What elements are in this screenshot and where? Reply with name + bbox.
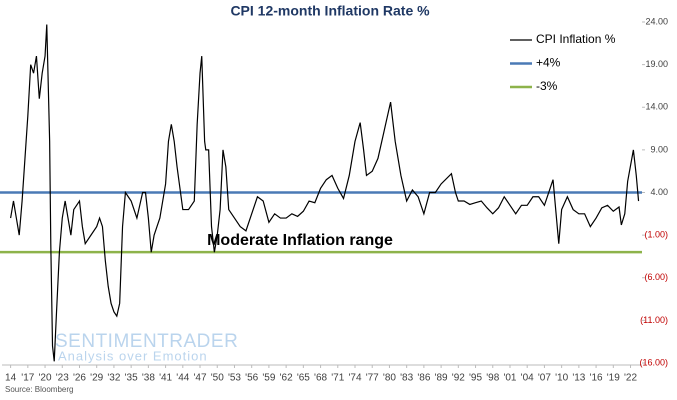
watermark-brand: SENTIMENTRADER xyxy=(55,331,238,352)
x-tick-label: '29 xyxy=(90,373,103,384)
x-tick-label: '98 xyxy=(486,373,499,384)
x-tick-label: '22 xyxy=(624,373,637,384)
x-tick-label: '13 xyxy=(572,373,585,384)
x-tick-label: '44 xyxy=(176,373,189,384)
x-tick-label: 14 xyxy=(5,373,17,384)
y-tick-label: (1.00) xyxy=(644,230,668,240)
legend-label: -3% xyxy=(536,79,558,93)
x-tick-label: '74 xyxy=(348,373,361,384)
legend-label: CPI Inflation % xyxy=(536,32,616,46)
y-tick-label: (11.00) xyxy=(640,315,668,325)
y-tick-label: (6.00) xyxy=(644,272,668,282)
x-tick-label: '07 xyxy=(538,373,551,384)
x-tick-label: '68 xyxy=(314,373,327,384)
x-tick-label: '83 xyxy=(400,373,413,384)
data-line xyxy=(10,24,640,362)
x-tick-label: '56 xyxy=(245,373,258,384)
chart-title: CPI 12-month Inflation Rate % xyxy=(230,3,430,19)
x-tick-label: '77 xyxy=(366,373,379,384)
y-tick-label: 24.00 xyxy=(645,16,668,26)
x-tick-label: '59 xyxy=(262,373,275,384)
x-tick-label: '17 xyxy=(21,373,34,384)
x-tick-label: '53 xyxy=(228,373,241,384)
y-tick-label: 4.00 xyxy=(650,187,668,197)
x-tick-label: '50 xyxy=(211,373,224,384)
y-tick-label: 9.00 xyxy=(650,144,668,154)
x-tick-label: '20 xyxy=(39,373,52,384)
x-tick-label: '71 xyxy=(331,373,344,384)
x-tick-label: '86 xyxy=(417,373,430,384)
x-tick-label: '95 xyxy=(469,373,482,384)
source: Source: Bloomberg xyxy=(5,385,73,394)
y-tick-label: 14.00 xyxy=(645,102,668,112)
x-tick-label: '32 xyxy=(107,373,120,384)
y-tick-label: 19.00 xyxy=(645,59,668,69)
x-tick-label: '80 xyxy=(383,373,396,384)
x-tick-label: '26 xyxy=(73,373,86,384)
x-tick-label: '16 xyxy=(590,373,603,384)
x-tick-label: '92 xyxy=(452,373,465,384)
watermark-tagline: Analysis over Emotion xyxy=(58,348,208,363)
x-tick-label: '23 xyxy=(56,373,69,384)
x-tick-label: '47 xyxy=(194,373,207,384)
x-tick-label: '89 xyxy=(435,373,448,384)
x-tick-label: '01 xyxy=(503,373,516,384)
x-tick-label: '65 xyxy=(297,373,310,384)
annotation: Moderate Inflation range xyxy=(207,232,393,249)
x-tick-label: '41 xyxy=(159,373,172,384)
x-tick-label: '04 xyxy=(521,373,534,384)
x-tick-label: '19 xyxy=(607,373,620,384)
x-tick-label: '38 xyxy=(142,373,155,384)
legend-label: +4% xyxy=(536,56,561,70)
y-tick-label: (16.00) xyxy=(639,357,668,367)
x-tick-label: '62 xyxy=(280,373,293,384)
x-tick-label: '10 xyxy=(555,373,568,384)
x-tick-label: '35 xyxy=(125,373,138,384)
